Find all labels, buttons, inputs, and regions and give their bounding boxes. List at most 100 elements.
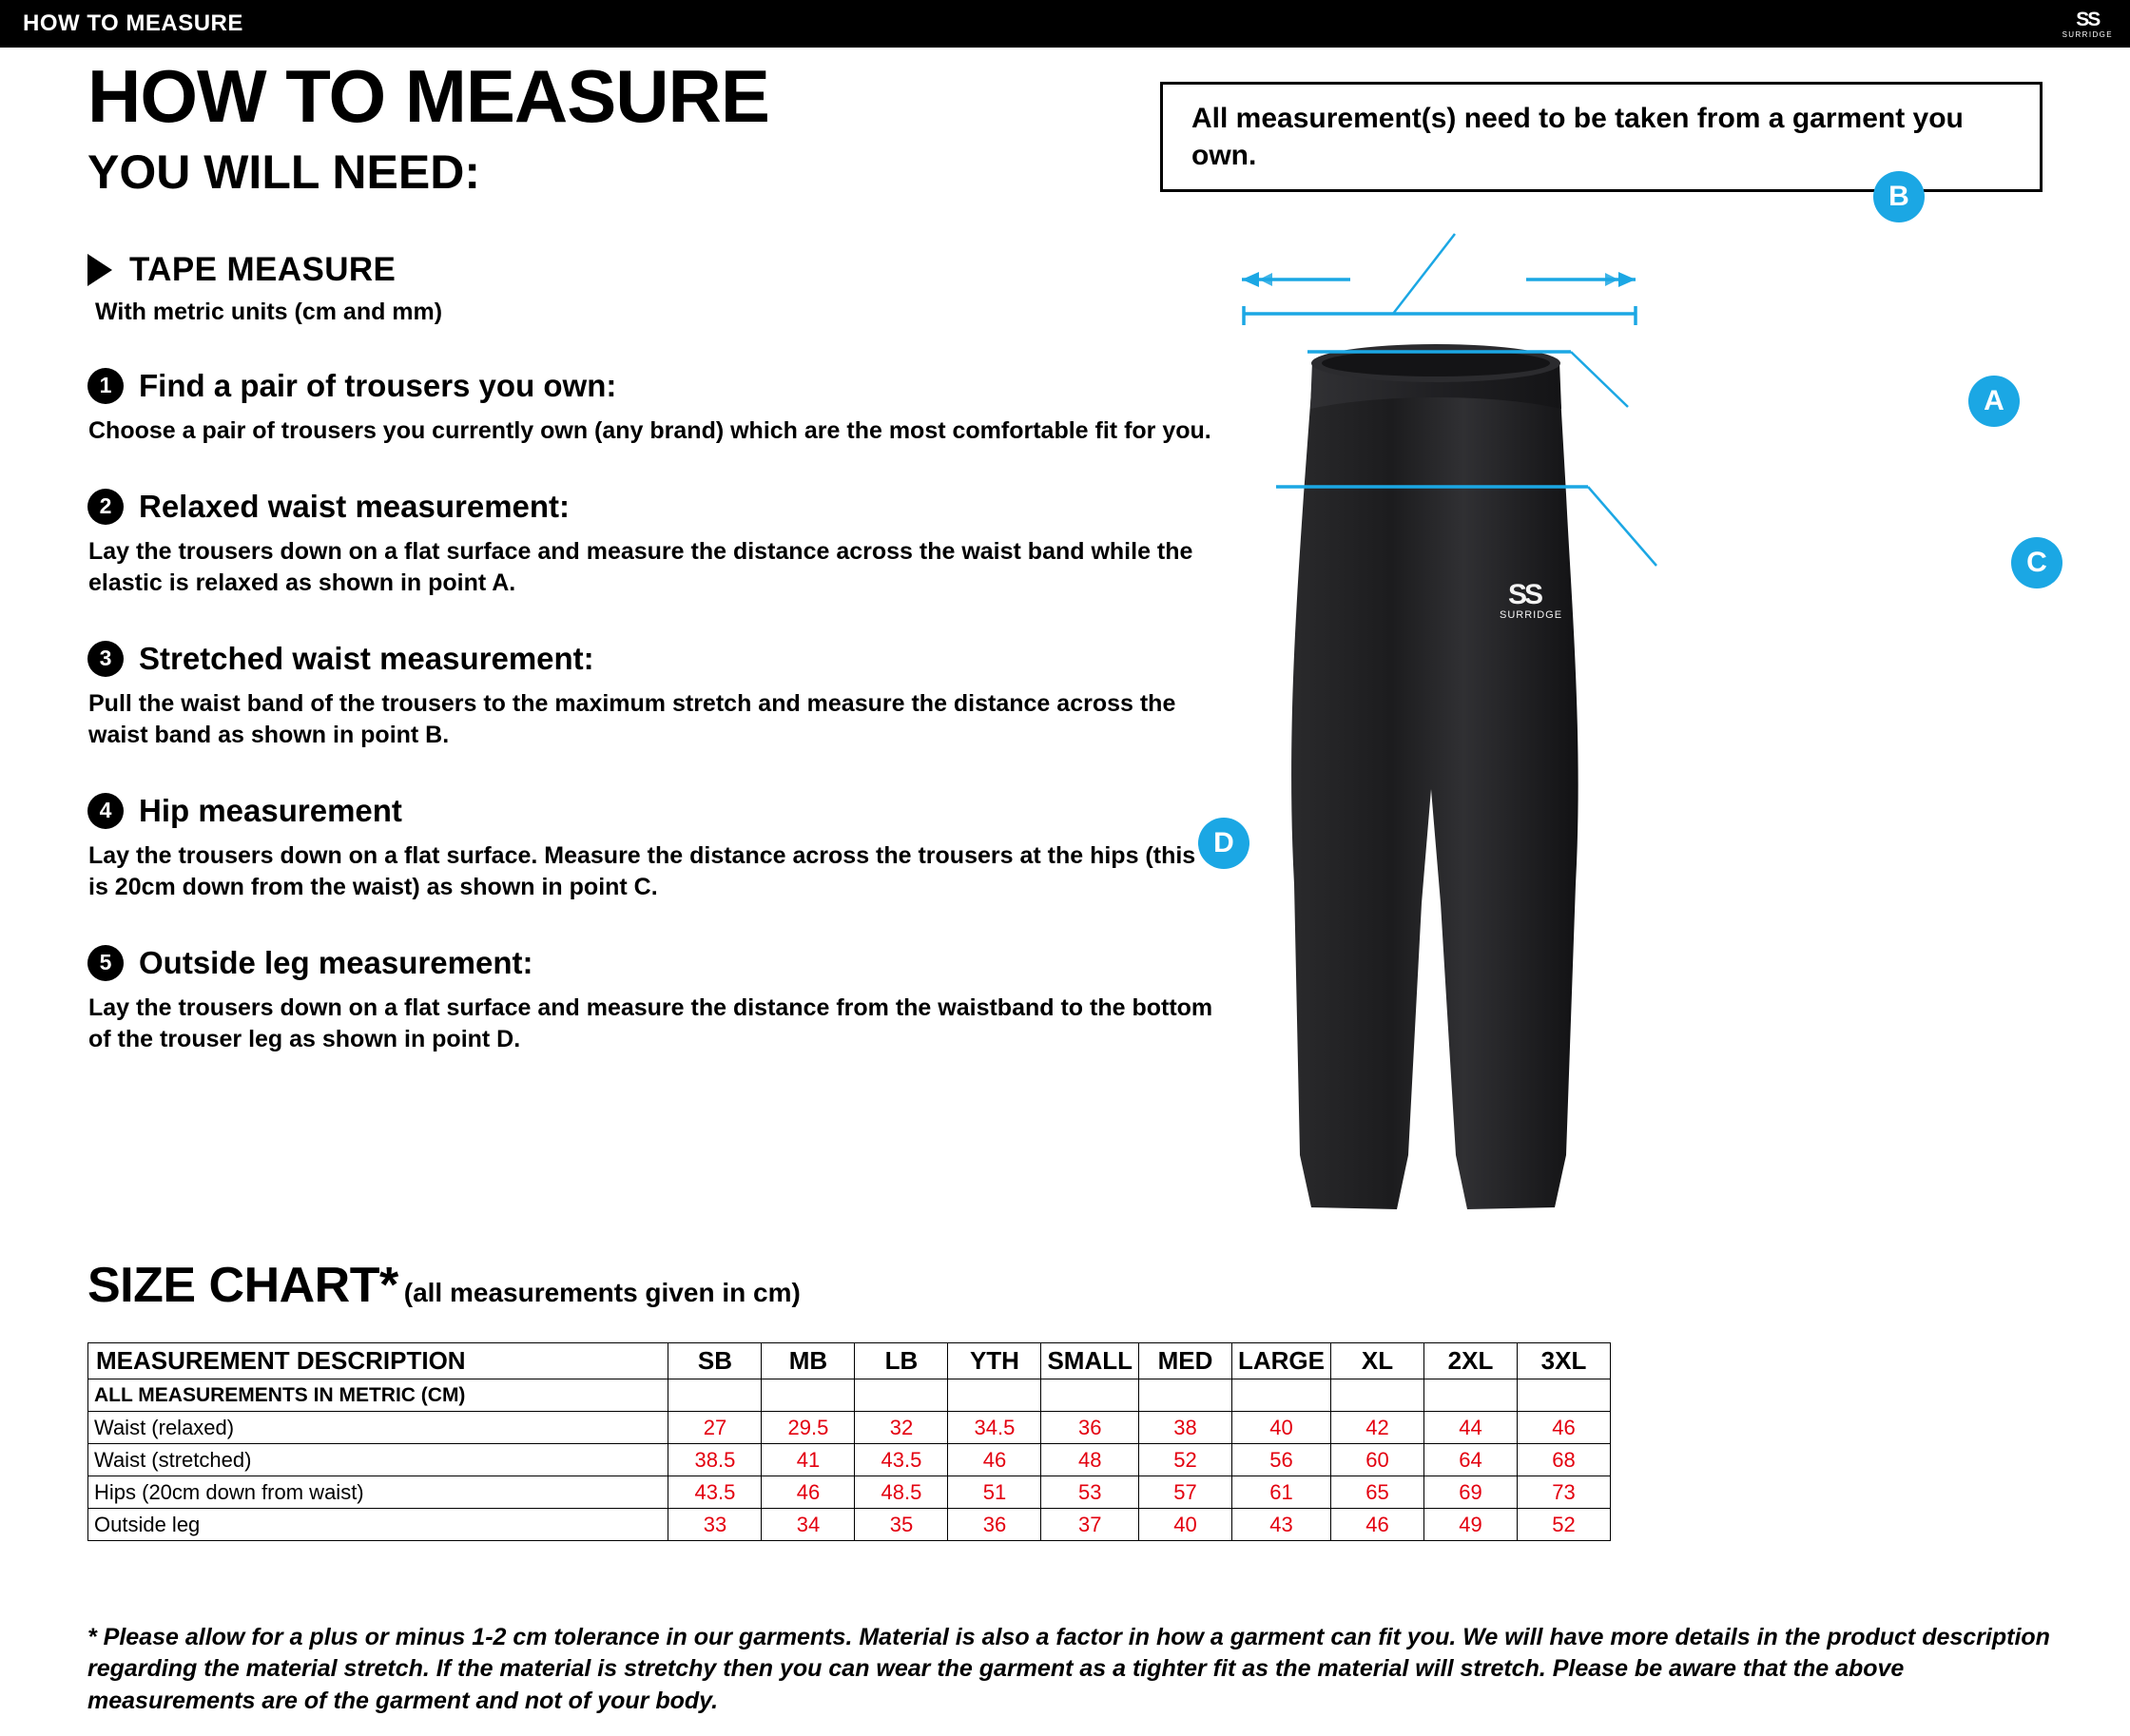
cell: 27 xyxy=(668,1411,763,1444)
cell xyxy=(1040,1379,1139,1412)
table-header-row: MEASUREMENT DESCRIPTION SB MB LB YTH SMA… xyxy=(87,1342,1611,1379)
cell: 29.5 xyxy=(761,1411,856,1444)
cell xyxy=(854,1379,949,1412)
leader-c xyxy=(1587,486,1657,567)
step-5: 5 Outside leg measurement: Lay the trous… xyxy=(87,944,1219,1055)
step-2: 2 Relaxed waist measurement: Lay the tro… xyxy=(87,488,1219,599)
step-4-number: 4 xyxy=(87,792,124,829)
row-label-all-metric: ALL MEASUREMENTS IN METRIC (CM) xyxy=(87,1379,669,1412)
step-5-number: 5 xyxy=(87,944,124,981)
col-2xl: 2XL xyxy=(1423,1342,1518,1379)
table-row: Waist (relaxed) 27 29.5 32 34.5 36 38 40… xyxy=(87,1411,1611,1444)
callout-c: C xyxy=(2011,537,2062,588)
cell: 43 xyxy=(1231,1508,1331,1541)
measurement-note-box: All measurement(s) need to be taken from… xyxy=(1160,82,2043,192)
step-4: 4 Hip measurement Lay the trousers down … xyxy=(87,792,1219,903)
row-label-waist-stretched: Waist (stretched) xyxy=(87,1443,669,1476)
col-yth: YTH xyxy=(947,1342,1042,1379)
tape-measure-title: TAPE MEASURE xyxy=(129,250,397,288)
cell: 38 xyxy=(1138,1411,1232,1444)
cell xyxy=(1138,1379,1232,1412)
cell: 34 xyxy=(761,1508,856,1541)
measure-arrowheads xyxy=(1242,272,1636,287)
measure-lines xyxy=(1242,233,1657,567)
cell: 53 xyxy=(1040,1476,1139,1509)
page-title: HOW TO MEASURE xyxy=(87,54,770,138)
cell: 57 xyxy=(1138,1476,1232,1509)
cell: 34.5 xyxy=(947,1411,1042,1444)
footnote: * Please allow for a plus or minus 1-2 c… xyxy=(87,1624,2050,1714)
cell: 37 xyxy=(1040,1508,1139,1541)
trouser-shape xyxy=(1291,368,1578,1209)
cell xyxy=(1330,1379,1424,1412)
table-row: Outside leg 33 34 35 36 37 40 43 46 49 5… xyxy=(87,1508,1611,1541)
col-med: MED xyxy=(1138,1342,1232,1379)
step-1-body: Choose a pair of trousers you currently … xyxy=(88,416,1211,444)
cell: 64 xyxy=(1423,1443,1518,1476)
cell: 61 xyxy=(1231,1476,1331,1509)
callout-a: A xyxy=(1968,376,2020,427)
col-description: MEASUREMENT DESCRIPTION xyxy=(87,1342,669,1379)
cell: 32 xyxy=(854,1411,949,1444)
size-chart-title: SIZE CHART* xyxy=(87,1258,398,1313)
svg-text:SS: SS xyxy=(1508,579,1542,610)
row-label-hips: Hips (20cm down from waist) xyxy=(87,1476,669,1509)
cell: 52 xyxy=(1138,1443,1232,1476)
tape-measure-subtitle: With metric units (cm and mm) xyxy=(95,298,443,325)
cell: 35 xyxy=(854,1508,949,1541)
step-4-body: Lay the trousers down on a flat surface.… xyxy=(88,841,1196,900)
cell: 73 xyxy=(1517,1476,1611,1509)
cell: 41 xyxy=(761,1443,856,1476)
cell: 42 xyxy=(1330,1411,1424,1444)
table-row: ALL MEASUREMENTS IN METRIC (CM) xyxy=(87,1379,1611,1412)
step-2-body: Lay the trousers down on a flat surface … xyxy=(88,537,1193,596)
col-mb: MB xyxy=(761,1342,856,1379)
page-subtitle: YOU WILL NEED: xyxy=(87,145,480,199)
cell: 69 xyxy=(1423,1476,1518,1509)
cell xyxy=(668,1379,763,1412)
brand-name: SURRIDGE xyxy=(2062,29,2113,39)
cell xyxy=(1231,1379,1331,1412)
cell: 56 xyxy=(1231,1443,1331,1476)
size-chart-heading: SIZE CHART* (all measurements given in c… xyxy=(87,1257,801,1314)
instructions-column: HOW TO MEASURE YOU WILL NEED: TAPE MEASU… xyxy=(87,54,1219,1055)
garment-diagram: SS SURRIDGE xyxy=(1198,171,2111,1283)
step-1: 1 Find a pair of trousers you own: Choos… xyxy=(87,367,1219,447)
cell: 46 xyxy=(947,1443,1042,1476)
col-xl: XL xyxy=(1330,1342,1424,1379)
callout-d: D xyxy=(1198,818,1249,869)
cell: 36 xyxy=(947,1508,1042,1541)
tape-measure-item: TAPE MEASURE xyxy=(87,251,1219,289)
top-bar-title: HOW TO MEASURE xyxy=(23,10,243,36)
row-label-outside-leg: Outside leg xyxy=(87,1508,669,1541)
cell: 60 xyxy=(1330,1443,1424,1476)
col-small: SMALL xyxy=(1040,1342,1139,1379)
cell: 48 xyxy=(1040,1443,1139,1476)
row-label-waist-relaxed: Waist (relaxed) xyxy=(87,1411,669,1444)
top-bar: HOW TO MEASURE SS SURRIDGE xyxy=(0,0,2130,48)
measurement-note-text: All measurement(s) need to be taken from… xyxy=(1191,103,1964,171)
col-lb: LB xyxy=(854,1342,949,1379)
cell: 43.5 xyxy=(668,1476,763,1509)
step-3-number: 3 xyxy=(87,640,124,677)
step-2-number: 2 xyxy=(87,488,124,525)
cell xyxy=(761,1379,856,1412)
triangle-bullet-icon xyxy=(87,253,112,286)
step-1-number: 1 xyxy=(87,367,124,404)
cell: 38.5 xyxy=(668,1443,763,1476)
leader-b xyxy=(1392,233,1456,315)
callout-b: B xyxy=(1873,171,1925,222)
step-5-title: Outside leg measurement: xyxy=(139,944,533,980)
col-sb: SB xyxy=(668,1342,763,1379)
cell: 49 xyxy=(1423,1508,1518,1541)
cell: 46 xyxy=(1517,1411,1611,1444)
step-5-body: Lay the trousers down on a flat surface … xyxy=(88,993,1213,1052)
size-chart-table: MEASUREMENT DESCRIPTION SB MB LB YTH SMA… xyxy=(87,1342,1611,1541)
brand-mark: SS xyxy=(2076,8,2101,30)
cell xyxy=(947,1379,1042,1412)
cell xyxy=(1423,1379,1518,1412)
cell: 36 xyxy=(1040,1411,1139,1444)
cell: 52 xyxy=(1517,1508,1611,1541)
cell: 68 xyxy=(1517,1443,1611,1476)
table-row: Hips (20cm down from waist) 43.5 46 48.5… xyxy=(87,1476,1611,1509)
